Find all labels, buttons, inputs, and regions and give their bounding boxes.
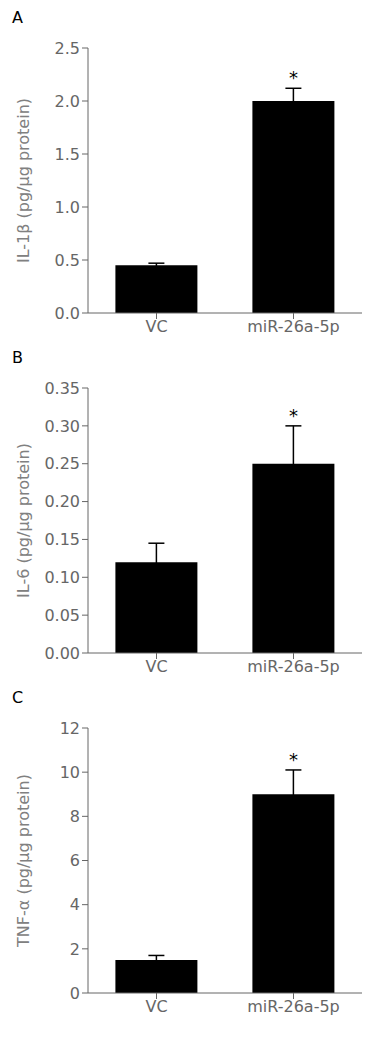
svg-text:0: 0 [70,984,80,1003]
svg-text:miR-26a-5p: miR-26a-5p [247,317,340,336]
svg-text:0.20: 0.20 [44,492,80,511]
svg-text:2.5: 2.5 [55,39,80,58]
svg-text:IL-6 (pg/µg protein): IL-6 (pg/µg protein) [14,443,33,598]
svg-text:0.30: 0.30 [44,417,80,436]
svg-text:0.0: 0.0 [55,304,80,323]
svg-text:VC: VC [145,657,167,676]
html-text:C: C [12,688,24,707]
svg-text:0.25: 0.25 [44,454,80,473]
svg-text:TNF-α (pg/µg protein): TNF-α (pg/µg protein) [14,774,33,948]
svg-text:*: * [289,67,298,88]
svg-text:*: * [289,405,298,426]
svg-text:0.5: 0.5 [55,251,80,270]
svg-text:10: 10 [60,763,80,782]
svg-text:VC: VC [145,317,167,336]
svg-text:VC: VC [145,997,167,1016]
svg-text:4: 4 [70,895,80,914]
html-text:B: B [12,348,23,367]
svg-text:2.0: 2.0 [55,92,80,111]
svg-text:0.05: 0.05 [44,606,80,625]
svg-text:0.10: 0.10 [44,568,80,587]
svg-text:miR-26a-5p: miR-26a-5p [247,657,340,676]
svg-text:*: * [289,749,298,770]
svg-text:miR-26a-5p: miR-26a-5p [247,997,340,1016]
svg-text:1.0: 1.0 [55,198,80,217]
svg-text:IL-1β (pg/µg protein): IL-1β (pg/µg protein) [14,98,33,263]
svg-text:8: 8 [70,807,80,826]
svg-text:1.5: 1.5 [55,145,80,164]
svg-text:2: 2 [70,940,80,959]
svg-text:6: 6 [70,851,80,870]
html-text:A: A [12,8,23,27]
svg-text:0.15: 0.15 [44,530,80,549]
svg-text:12: 12 [60,719,80,738]
svg-text:0.35: 0.35 [44,379,80,398]
svg-text:0.00: 0.00 [44,644,80,663]
